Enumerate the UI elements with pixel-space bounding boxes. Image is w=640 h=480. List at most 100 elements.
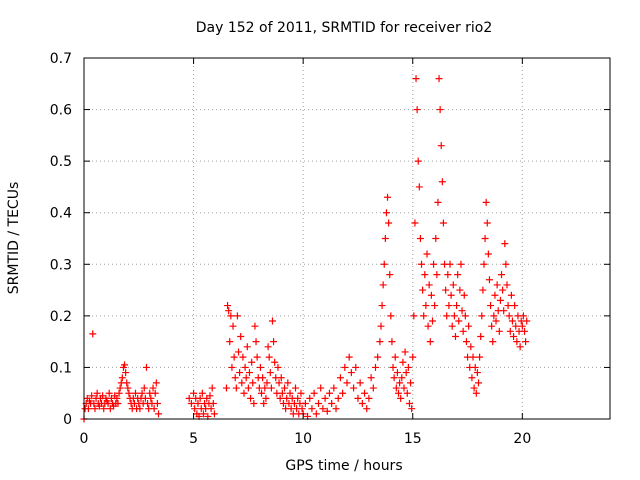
data-point-63 xyxy=(149,384,157,392)
data-point-261 xyxy=(447,291,455,299)
data-point-301 xyxy=(491,291,499,299)
data-point-219 xyxy=(401,348,409,356)
data-point-123 xyxy=(258,389,266,397)
data-point-231 xyxy=(414,157,422,165)
data-point-30 xyxy=(113,394,121,402)
data-point-64 xyxy=(150,405,158,413)
data-point-187 xyxy=(356,379,364,387)
data-point-259 xyxy=(445,302,453,310)
data-point-193 xyxy=(369,384,377,392)
data-point-233 xyxy=(416,235,424,242)
data-point-300 xyxy=(490,312,498,320)
x-tick-label-2: 10 xyxy=(294,431,312,447)
data-point-290 xyxy=(479,286,487,294)
data-point-53 xyxy=(138,389,146,397)
data-point-97 xyxy=(229,322,237,330)
data-point-92 xyxy=(224,302,232,310)
data-point-327 xyxy=(519,312,527,320)
data-point-7 xyxy=(88,392,96,400)
data-point-113 xyxy=(247,394,255,402)
data-point-186 xyxy=(354,394,362,402)
data-point-274 xyxy=(461,312,469,320)
data-point-86 xyxy=(206,392,214,400)
data-point-4 xyxy=(84,405,92,413)
data-point-182 xyxy=(345,353,353,361)
data-point-144 xyxy=(281,384,289,392)
y-tick-label-5: 0.5 xyxy=(50,154,72,170)
data-point-174 xyxy=(328,400,336,408)
data-point-168 xyxy=(315,400,323,408)
data-point-154 xyxy=(291,384,299,392)
data-point-227 xyxy=(410,312,418,320)
data-point-244 xyxy=(428,317,436,325)
data-point-135 xyxy=(271,358,279,366)
data-point-35 xyxy=(118,374,126,382)
data-point-105 xyxy=(238,379,246,387)
data-point-31 xyxy=(114,400,122,408)
data-point-258 xyxy=(444,271,452,279)
data-point-246 xyxy=(431,302,439,310)
data-point-302 xyxy=(492,317,500,325)
y-tick-label-4: 0.4 xyxy=(50,206,72,222)
data-point-114 xyxy=(248,358,256,366)
data-point-166 xyxy=(310,389,318,397)
data-point-106 xyxy=(239,353,247,361)
data-point-243 xyxy=(427,291,435,299)
data-point-128 xyxy=(263,379,271,387)
data-point-294 xyxy=(483,219,491,227)
x-tick-label-0: 0 xyxy=(80,431,89,447)
data-point-127 xyxy=(262,394,270,402)
data-point-57 xyxy=(142,363,150,371)
data-point-147 xyxy=(284,379,292,387)
y-tick-label-7: 0.7 xyxy=(50,51,72,67)
data-point-263 xyxy=(449,281,457,289)
data-point-277 xyxy=(465,322,473,330)
data-point-260 xyxy=(446,260,454,268)
data-point-138 xyxy=(274,363,282,371)
data-point-212 xyxy=(393,369,401,377)
data-point-33 xyxy=(116,384,124,392)
data-point-47 xyxy=(132,389,140,397)
data-point-175 xyxy=(330,384,338,392)
x-axis-label: GPS time / hours xyxy=(285,458,402,474)
data-point-124 xyxy=(259,374,267,382)
data-point-196 xyxy=(376,338,384,346)
data-point-311 xyxy=(502,260,510,268)
data-point-205 xyxy=(386,271,394,279)
data-point-242 xyxy=(426,338,434,346)
data-point-216 xyxy=(398,374,406,382)
data-point-240 xyxy=(424,322,432,330)
data-point-8 xyxy=(89,330,97,338)
data-point-172 xyxy=(323,407,331,415)
data-point-139 xyxy=(275,379,283,387)
data-point-288 xyxy=(477,332,485,340)
data-point-210 xyxy=(391,353,399,361)
data-point-283 xyxy=(471,363,479,371)
data-point-23 xyxy=(105,389,113,397)
data-point-250 xyxy=(435,75,443,83)
data-point-228 xyxy=(411,219,419,227)
data-point-71 xyxy=(190,389,198,397)
data-point-98 xyxy=(230,353,238,361)
data-point-206 xyxy=(387,312,395,320)
data-point-79 xyxy=(198,389,206,397)
data-point-268 xyxy=(455,317,463,325)
data-point-201 xyxy=(381,235,389,242)
data-point-95 xyxy=(227,312,235,320)
data-point-149 xyxy=(286,389,294,397)
data-point-89 xyxy=(209,400,217,408)
y-axis-label: SRMTID / TECUs xyxy=(6,182,22,295)
data-point-254 xyxy=(439,219,447,227)
data-point-170 xyxy=(319,405,327,413)
data-point-309 xyxy=(500,307,508,315)
data-point-218 xyxy=(400,384,408,392)
data-point-326 xyxy=(518,322,526,330)
data-point-176 xyxy=(332,405,340,413)
data-point-40 xyxy=(124,384,132,392)
data-point-115 xyxy=(249,379,257,387)
data-point-214 xyxy=(396,379,404,387)
data-point-65 xyxy=(151,389,159,397)
data-point-41 xyxy=(125,389,133,397)
data-point-61 xyxy=(147,394,155,402)
data-point-100 xyxy=(232,384,240,392)
